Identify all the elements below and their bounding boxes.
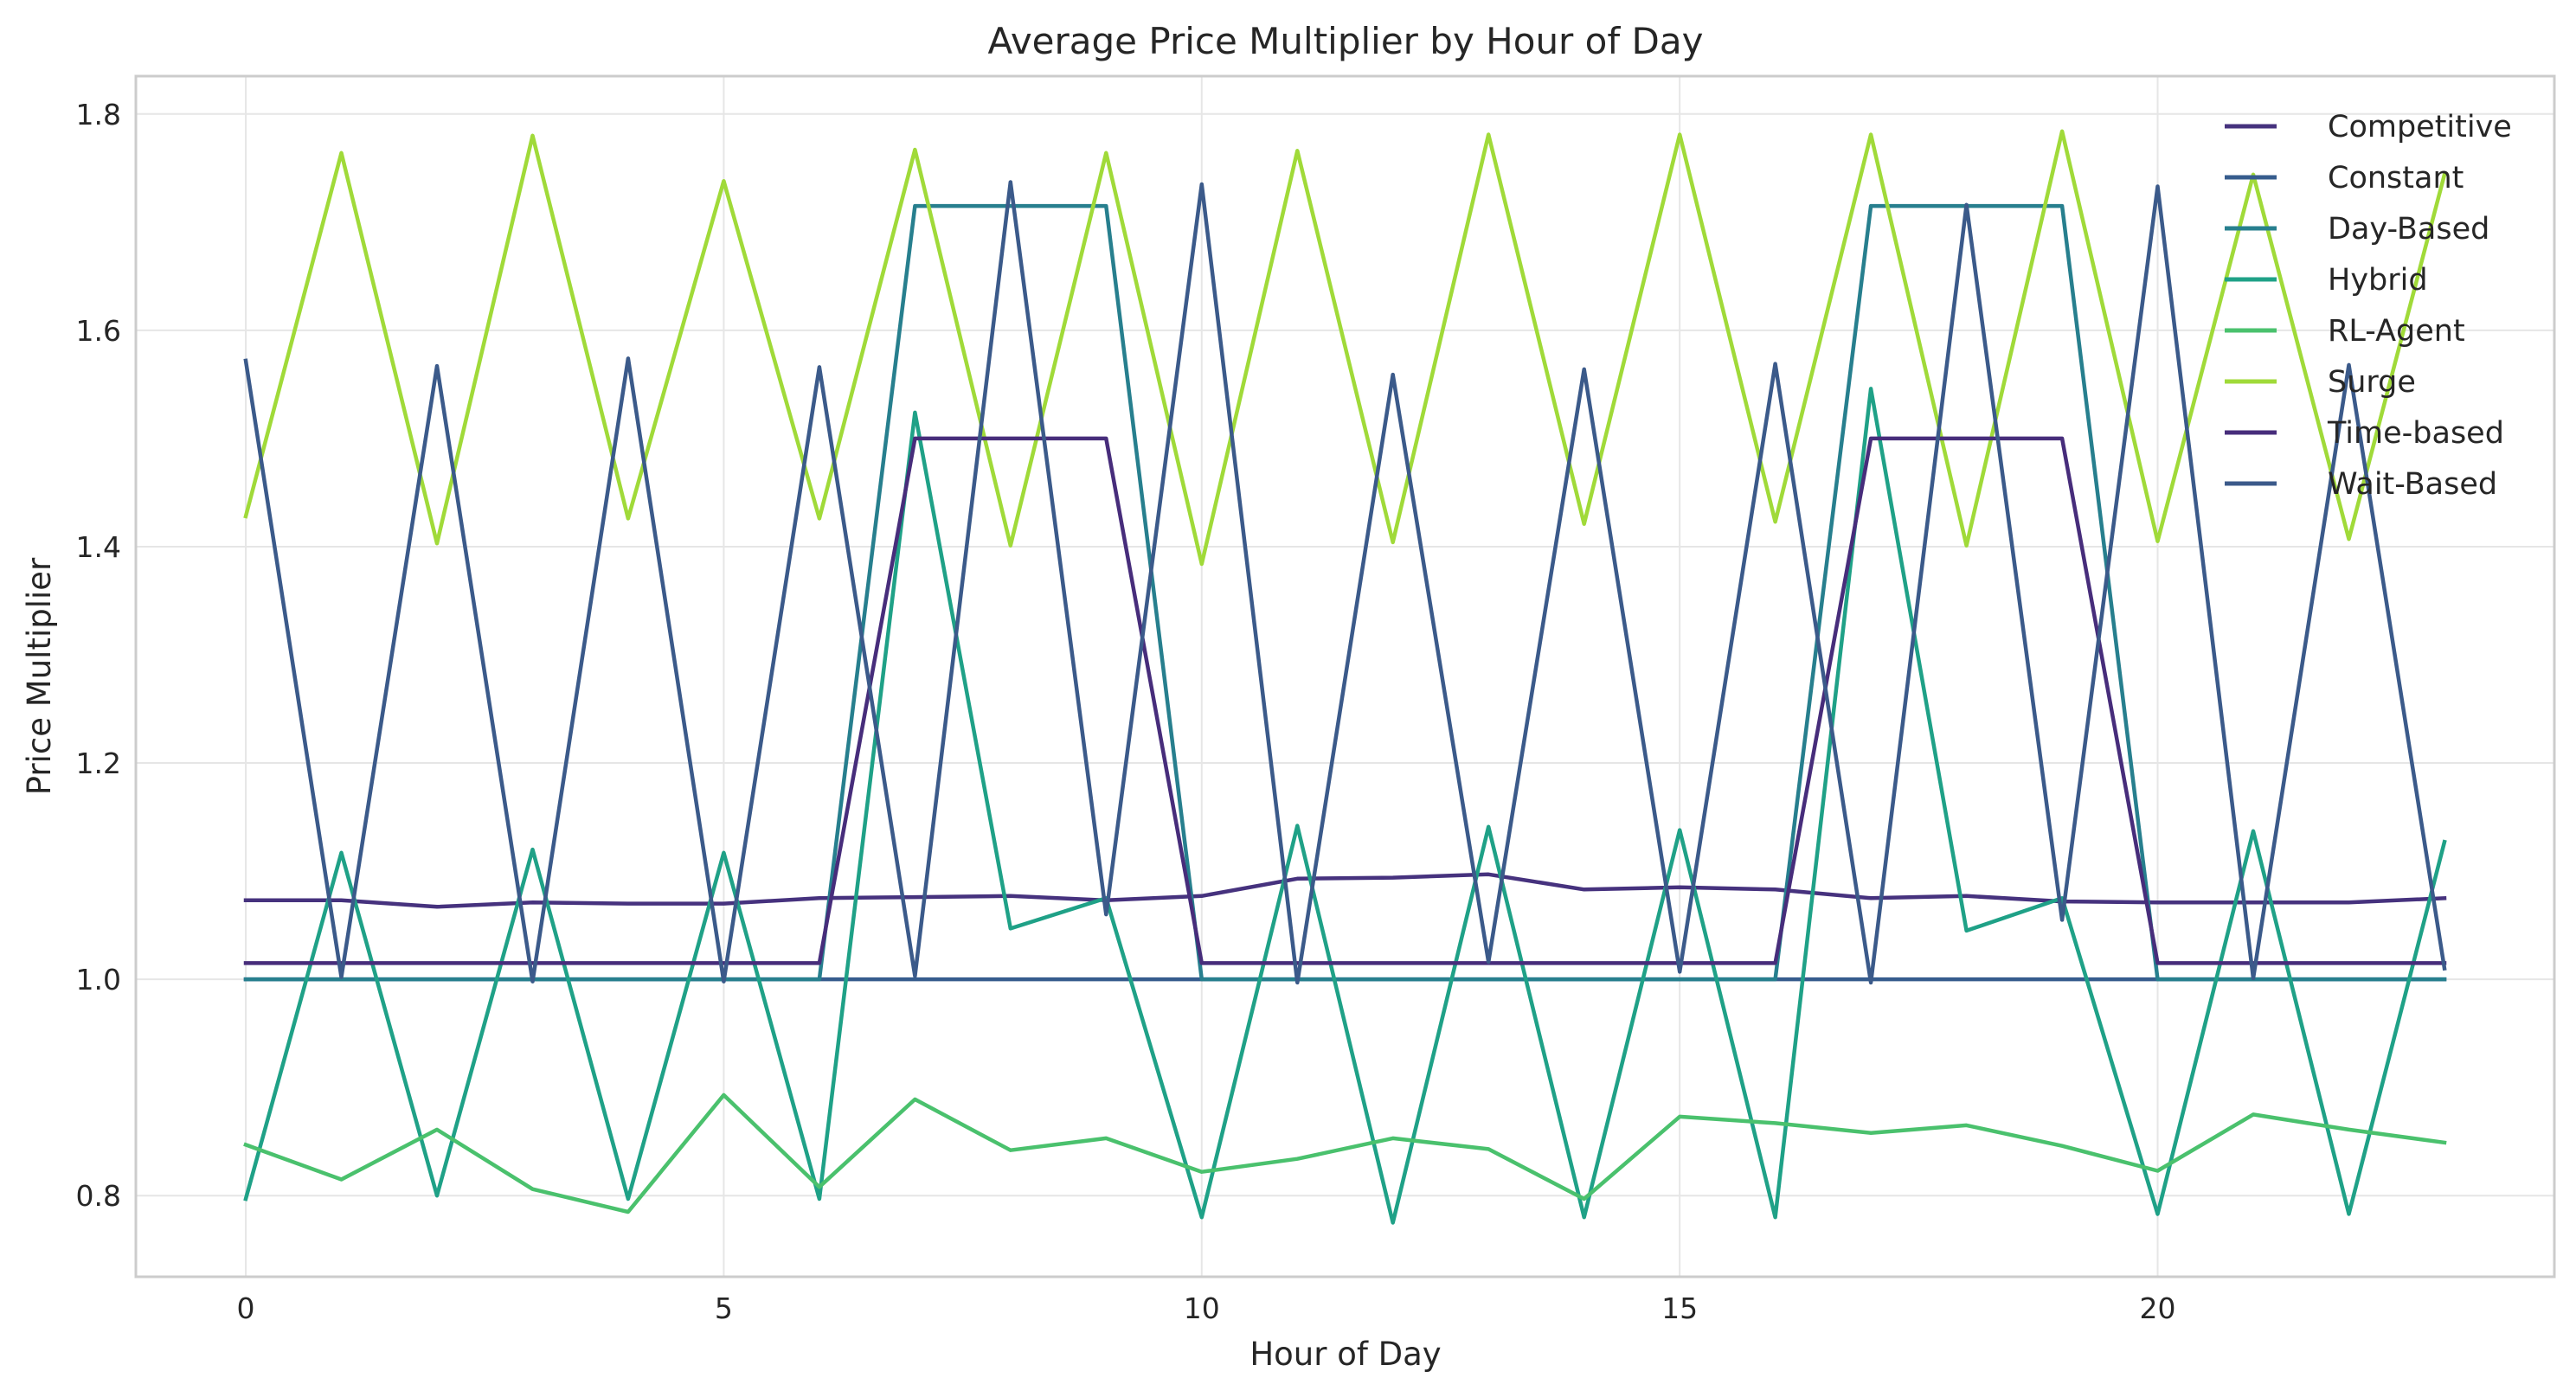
x-tick-labels: 0 5 10 15 20 [237, 1291, 2176, 1325]
legend-label-surge: Surge [2328, 365, 2416, 400]
chart-title: Average Price Multiplier by Hour of Day [988, 20, 1704, 62]
x-axis-label: Hour of Day [1249, 1336, 1441, 1373]
series-line-wait-based [243, 180, 2447, 985]
x-tick-label: 15 [1661, 1291, 1698, 1325]
y-axis-label: Price Multiplier [21, 557, 58, 795]
y-tick-label: 1.2 [76, 747, 121, 780]
x-tick-label: 5 [715, 1291, 733, 1325]
y-tick-label: 1.0 [76, 963, 121, 996]
legend-label-time-based: Time-based [2327, 416, 2504, 451]
plot-frame [134, 74, 2556, 1278]
y-tick-label: 1.6 [76, 314, 121, 348]
x-tick-label: 0 [237, 1291, 255, 1325]
y-tick-labels: 0.8 1.0 1.2 1.4 1.6 1.8 [76, 98, 121, 1213]
series-line-day-based [243, 203, 2447, 982]
series-line-rl-agent [243, 1093, 2447, 1214]
legend-label-day-based: Day-Based [2328, 212, 2489, 247]
series-lines [243, 129, 2447, 1225]
x-tick-label: 20 [2140, 1291, 2176, 1325]
y-tick-label: 1.8 [76, 98, 121, 131]
legend-label-hybrid: Hybrid [2328, 263, 2428, 298]
legend-label-competitive: Competitive [2328, 110, 2512, 144]
series-line-time-based [243, 436, 2447, 965]
x-tick-label: 10 [1184, 1291, 1220, 1325]
series-line-hybrid [243, 387, 2447, 1225]
series-line-competitive [243, 872, 2447, 909]
legend-label-constant: Constant [2328, 161, 2464, 195]
legend-label-rl-agent: RL-Agent [2328, 314, 2465, 349]
y-tick-label: 0.8 [76, 1179, 121, 1213]
legend: Competitive Constant Day-Based Hybrid RL-Age… [2225, 110, 2512, 502]
legend-label-wait-based: Wait-Based [2328, 467, 2497, 502]
y-tick-label: 1.4 [76, 530, 121, 564]
